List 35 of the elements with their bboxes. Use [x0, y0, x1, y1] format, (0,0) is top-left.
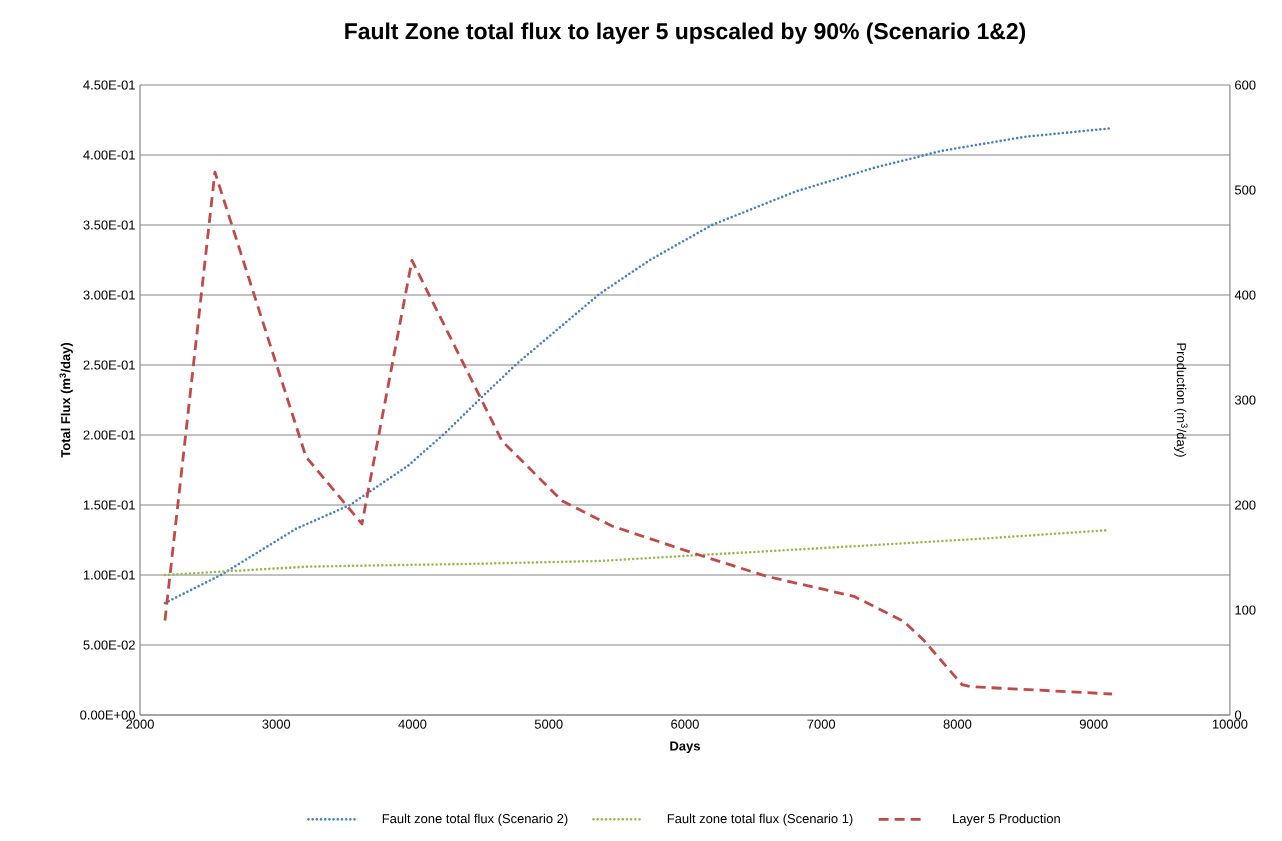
x-tick-label: 10000 — [1212, 719, 1248, 729]
legend-label: Fault zone total flux (Scenario 1) — [667, 813, 853, 826]
y2-tick-label: 200 — [1235, 500, 1256, 510]
x-tick-label: 2000 — [126, 719, 154, 729]
x-tick-label: 3000 — [262, 719, 291, 729]
x-tick-label: 4000 — [398, 719, 427, 729]
y-axis-title: Total Flux (m$^{3}$/day) — [59, 342, 73, 458]
x-axis-title: Days — [670, 741, 700, 754]
x-tick-label: 5000 — [534, 719, 563, 729]
y2-tick-label: 600 — [1235, 80, 1256, 90]
chart-title: Fault Zone total flux to layer 5 upscaled by 90% (Scenario 1&2) — [345, 22, 1026, 44]
legend-label: Fault zone total flux (Scenario 2) — [382, 813, 568, 826]
y-tick-label: 4.50E-01 — [83, 80, 135, 90]
y-tick-label: 3.00E-01 — [83, 290, 135, 300]
x-tick-label: 9000 — [1079, 719, 1108, 729]
y-tick-label: 0.00E+00 — [80, 710, 135, 720]
y-tick-label: 2.50E-01 — [83, 360, 135, 370]
y2-tick-label: 400 — [1234, 290, 1256, 300]
x-tick-label: 8000 — [943, 719, 972, 729]
y-tick-label: 3.50E-01 — [83, 220, 135, 230]
y-tick-label: 1.00E-01 — [83, 570, 135, 580]
y2-tick-label: 100 — [1235, 605, 1256, 615]
y2-tick-label: 0 — [1234, 710, 1242, 720]
x-tick-label: 6000 — [671, 719, 699, 729]
y2-tick-label: 300 — [1234, 395, 1256, 405]
line-series — [163, 127, 1112, 605]
legend-label: Layer 5 Production — [953, 813, 1060, 826]
y2-tick-label: 500 — [1234, 185, 1256, 195]
line-series — [163, 170, 1114, 696]
x-tick-label: 7000 — [807, 719, 836, 729]
y-tick-label: 2.00E-01 — [83, 430, 135, 440]
y-tick-label: 1.50E-01 — [83, 500, 135, 510]
y2-axis-title: Production (m$^{3}$/day) — [1174, 343, 1188, 457]
y-tick-label: 4.00E-01 — [83, 150, 135, 160]
y-tick-label: 5.00E-02 — [83, 640, 135, 650]
